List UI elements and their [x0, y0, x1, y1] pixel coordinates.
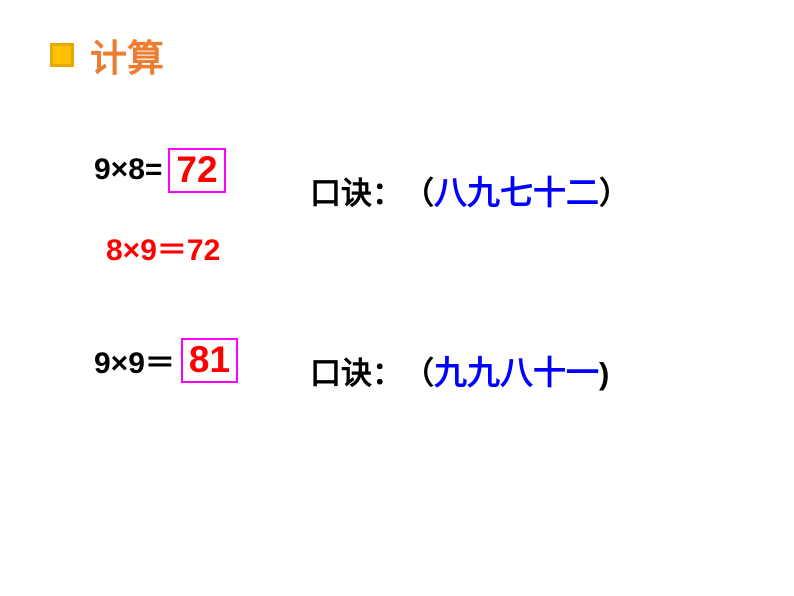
rhyme-label-2: 口诀： — [310, 348, 403, 393]
rhyme-line-2: 口诀： （ 九九八十一 ) — [310, 346, 609, 394]
rhyme-text-1: 八九七十二 — [434, 166, 599, 214]
answer-1: 72 — [176, 149, 217, 190]
alt-expr-text: 8×9＝72 — [106, 234, 220, 267]
answer-2: 81 — [189, 339, 230, 380]
rhyme-label-1: 口诀： — [310, 168, 403, 213]
bullet-square — [50, 43, 74, 67]
answer-box-1: 72 — [168, 148, 225, 193]
rhyme-text-2: 九九八十一 — [434, 346, 599, 394]
answer-box-2: 81 — [181, 338, 238, 383]
expression-1: 9×8= 72 — [94, 148, 226, 193]
bracket-open-1: （ — [403, 168, 434, 213]
rhyme-2: 口诀： （ 九九八十一 ) — [310, 346, 609, 394]
slide-header: 计算 — [50, 28, 164, 82]
slide-title: 计算 — [90, 28, 164, 82]
expression-text: 9×8= — [94, 153, 162, 187]
rhyme-line-1: 口诀： （ 八九七十二 ） — [310, 166, 630, 214]
problem-1: 9×8= 72 — [94, 148, 226, 193]
bracket-close-1: ） — [599, 168, 630, 213]
problem-2: 9×9＝ 81 — [94, 338, 238, 383]
expression-2: 9×9＝ 81 — [94, 338, 238, 383]
bracket-open-2: （ — [403, 348, 434, 393]
bracket-close-2: ) — [599, 356, 609, 392]
expression-text-2: 9×9＝ — [94, 338, 175, 382]
rhyme-1: 口诀： （ 八九七十二 ） — [310, 166, 630, 214]
alt-expression-1: 8×9＝72 — [106, 225, 220, 269]
